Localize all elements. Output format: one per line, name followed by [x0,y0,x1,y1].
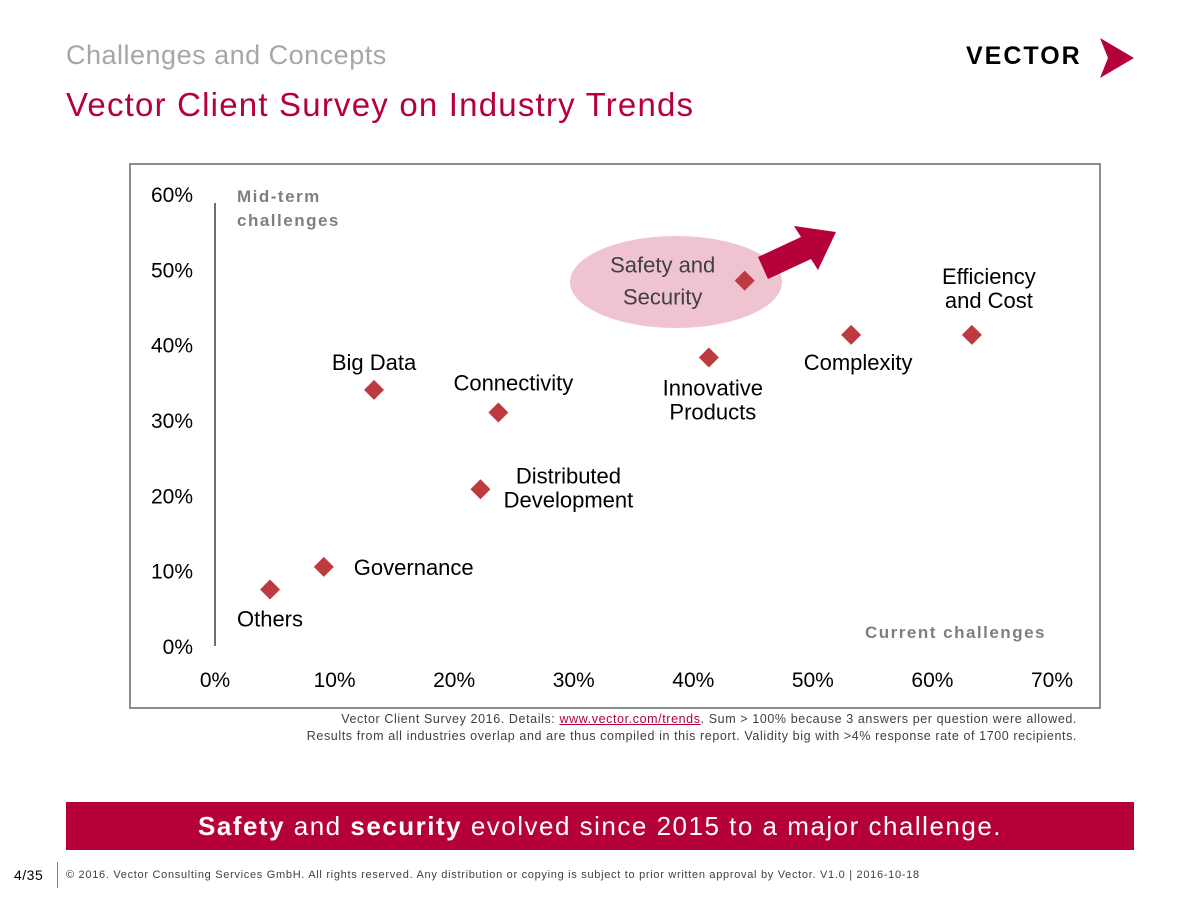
data-point-marker [470,479,491,500]
data-point-marker [488,402,509,423]
conclusion-banner: Safety and security evolved since 2015 t… [66,802,1134,850]
page-title: Vector Client Survey on Industry Trends [66,86,695,123]
x-tick-label: 20% [433,669,475,692]
footer-divider [57,862,58,888]
x-tick-labels: 0% 10% 20% 30% 40% 50% 60% 70% [200,669,1073,692]
y-tick-label: 40% [151,335,193,358]
x-tick-label: 10% [314,669,356,692]
highlight-ellipse [570,236,782,328]
data-point-marker [313,556,334,577]
x-tick-label: 70% [1031,669,1073,692]
data-label: Big Data [332,350,417,375]
data-point-marker [961,324,982,345]
data-label: Efficiency and Cost [942,264,1036,313]
data-label: Complexity [804,350,913,375]
page-subtitle: Challenges and Concepts [66,40,387,70]
logo-wordmark: VECTOR [966,42,1082,70]
data-points [260,270,982,600]
footnote-prefix: Vector Client Survey 2016. Details: [341,712,560,726]
banner-and: and [285,811,351,841]
data-point-marker [841,324,862,345]
x-tick-label: 40% [672,669,714,692]
y-tick-label: 50% [151,259,193,282]
y-tick-labels: 0% 10% 20% 30% 40% 50% 60% [151,184,193,659]
data-label: Innovative Products [663,375,763,424]
page-number: 4/35 [14,867,44,883]
copyright-text: © 2016. Vector Consulting Services GmbH.… [66,869,920,881]
x-axis-title: Current challenges [865,623,1046,642]
y-tick-label: 60% [151,184,193,207]
data-point-marker [698,347,719,368]
y-axis-title-line2: challenges [237,211,340,230]
x-tick-label: 60% [911,669,953,692]
y-tick-label: 10% [151,561,193,584]
y-tick-label: 30% [151,410,193,433]
x-tick-label: 50% [792,669,834,692]
y-axis-title-line1: Mid-term [237,187,321,206]
y-tick-label: 20% [151,485,193,508]
data-label: Governance [354,555,474,580]
chart-frame: Mid-term challenges Current challenges 0… [129,163,1101,709]
scatter-chart: Mid-term challenges Current challenges 0… [151,184,1073,692]
data-point-marker [364,379,385,400]
footnote-suffix: . Sum > 100% because 3 answers per quest… [700,712,1077,726]
banner-bold-safety: Safety [197,811,286,841]
data-labels: Others Governance Big Data Connectivity Dist… [237,253,1036,632]
data-label: Safety and Security [610,253,715,310]
banner-rest: evolved since 2015 to a major challenge. [462,811,1003,841]
data-label: Others [237,607,303,632]
data-label: Connectivity [453,370,573,395]
trend-arrow-icon [758,226,836,279]
footnote-line2: Results from all industries overlap and … [306,729,1077,743]
data-point-marker [260,579,281,600]
survey-link[interactable]: www.vector.com/trends [559,712,701,726]
y-tick-label: 0% [163,636,193,659]
logo-chevron-icon [1100,38,1134,78]
x-tick-label: 30% [553,669,595,692]
x-tick-label: 0% [200,669,230,692]
banner-bold-security: security [350,811,463,841]
vector-logo: VECTOR [966,38,1134,78]
data-point-marker [734,270,755,291]
data-label: Distributed Development [504,463,634,512]
footnote-line1: Vector Client Survey 2016. Details: www.… [140,712,1077,726]
